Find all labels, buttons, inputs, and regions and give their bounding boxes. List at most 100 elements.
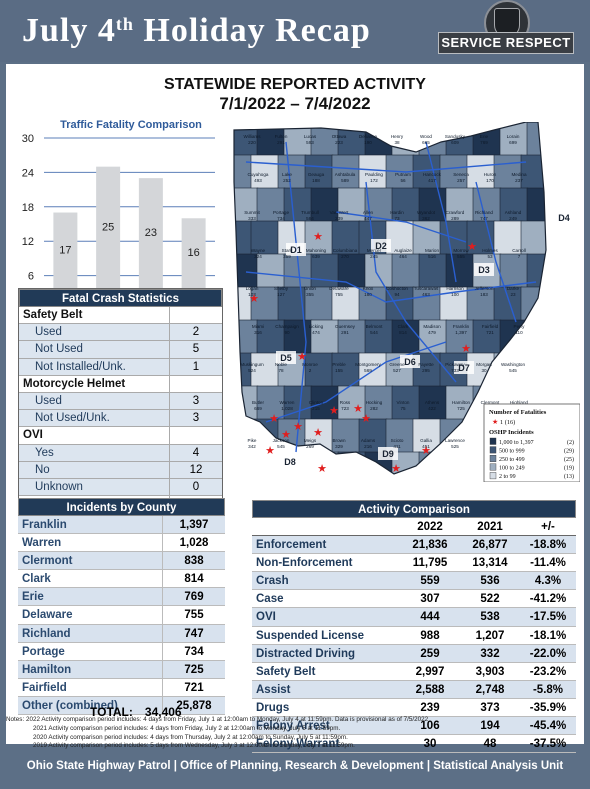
fatal-stat-label: OVI <box>19 427 170 444</box>
fatal-stat-label: Not Installed/Unk. <box>19 358 170 375</box>
county-map-value: 589 <box>341 178 349 183</box>
county-map-value: 1,397 <box>455 330 467 335</box>
activity-row: Distracted Driving 259 332 -22.0% <box>252 644 576 663</box>
county-map-name: Butler <box>252 400 264 405</box>
county-shape <box>283 319 313 355</box>
fatal-stat-row: Used 3 <box>19 392 222 411</box>
county-shape <box>526 319 546 355</box>
county-map-name: Cuyahoga <box>248 172 269 177</box>
legend-count: (2) <box>567 439 574 446</box>
county-name: Erie <box>18 588 163 606</box>
county-map-value: 155 <box>335 368 343 373</box>
county-map-value: 527 <box>393 368 401 373</box>
fatality-star-icon: ★ <box>461 342 471 355</box>
fatal-stat-row: No 12 <box>19 461 222 479</box>
county-map-value: 103 <box>248 292 256 297</box>
county-name: Portage <box>18 642 163 660</box>
county-map-value: 422 <box>428 406 436 411</box>
county-name: Hamilton <box>18 660 163 678</box>
activity-cell-delta: -11.4% <box>530 557 566 570</box>
activity-cell-delta: -23.2% <box>529 665 567 678</box>
county-map-value: 291 <box>277 140 285 145</box>
county-name: Fairfield <box>18 678 163 696</box>
county-map-name: Holmes <box>482 248 498 253</box>
activity-header-row: 2022 2021 +/- <box>252 518 576 537</box>
county-map-value: 252 <box>283 178 291 183</box>
county-map-name: Wyandot <box>417 210 436 215</box>
county-map-name: Clermont <box>481 400 500 405</box>
county-map-value: 78 <box>278 368 284 373</box>
county-map-value: 100 <box>451 292 459 297</box>
district-label: D9 <box>382 449 394 459</box>
legend-count: (29) <box>564 447 574 454</box>
activity-cell-y2022: 2,588 <box>415 683 445 696</box>
county-map-value: 584 <box>306 216 314 221</box>
bar <box>96 166 121 310</box>
activity-cell-y2022: 11,795 <box>412 557 448 570</box>
county-shape <box>364 319 394 355</box>
county-map-name: Tuscarawas <box>414 286 439 291</box>
county-map-name: Van Wert <box>330 210 349 215</box>
activity-header-cell: +/- <box>541 521 555 533</box>
county-map-name: Meigs <box>304 438 317 443</box>
county-map-value: 237 <box>515 178 523 183</box>
legend-count: (19) <box>564 465 574 472</box>
county-shape <box>412 220 442 256</box>
county-name: Other (combined) <box>18 696 163 715</box>
activity-cell-y2022: 559 <box>420 575 440 588</box>
fatal-stat-label: No <box>19 461 170 478</box>
county-map-name: Morgan <box>476 362 492 367</box>
county-map-name: Greene <box>389 362 405 367</box>
county-map-name: Columbiana <box>333 248 358 253</box>
county-shape <box>466 154 496 190</box>
county-shape <box>385 286 415 322</box>
county-shape <box>337 253 367 289</box>
county-map-name: Jefferson <box>475 286 494 291</box>
county-map-value: 524 <box>248 368 256 373</box>
county-map-name: Geauga <box>308 172 325 177</box>
fatality-star-icon: ★ <box>317 462 327 475</box>
fatality-star-icon: ★ <box>249 292 259 305</box>
county-map-name: Allen <box>363 210 374 215</box>
county-count: 721 <box>184 681 204 694</box>
county-shape <box>418 122 448 157</box>
activity-row: Non-Enforcement 11,795 13,314 -11.4% <box>252 554 576 573</box>
activity-cell-y2022: 444 <box>420 611 440 624</box>
bar-value-label: 25 <box>102 221 114 233</box>
county-map-name: Belmont <box>366 324 384 329</box>
county-map-name: Wood <box>420 134 432 139</box>
fatal-stat-value: 4 <box>192 446 200 459</box>
county-count: 25,878 <box>176 699 212 712</box>
activity-cell-y2021: 13,314 <box>472 557 508 570</box>
county-name: Clark <box>18 570 163 588</box>
county-shape <box>331 418 361 454</box>
county-map-name: Carroll <box>512 248 526 253</box>
activity-cell-delta: -5.8% <box>532 683 564 696</box>
county-shape <box>250 286 280 322</box>
page-title: July 4th Holiday Recap <box>22 12 371 49</box>
activity-cell-name: OVI <box>256 611 276 624</box>
county-map-value: 257 <box>457 178 465 183</box>
county-map-value: 220 <box>248 140 256 145</box>
legend-range: 2 to 99 <box>499 474 516 480</box>
county-shape <box>364 385 394 421</box>
county-map-name: Hardin <box>390 210 404 215</box>
county-shape <box>526 187 546 223</box>
county-row: Other (combined) 25,878 <box>18 696 225 716</box>
fatal-stat-value <box>170 427 222 443</box>
county-shape <box>310 122 340 157</box>
county-shape <box>466 286 496 322</box>
activity-row: Drugs 239 373 -35.9% <box>252 699 576 718</box>
county-map-value: 725 <box>457 406 465 411</box>
county-shape <box>445 451 475 474</box>
fatal-stat-label: Used <box>19 392 170 410</box>
county-shape <box>358 154 388 190</box>
highway-line <box>475 181 517 323</box>
county-map-value: 769 <box>480 140 488 145</box>
activity-cell-y2021: 538 <box>480 611 500 624</box>
county-map-name: Preble <box>332 362 346 367</box>
county-map-value: 516 <box>428 254 436 259</box>
county-shape <box>499 187 529 223</box>
legend-range: 1,000 to 1,397 <box>499 440 534 446</box>
district-label: D7 <box>458 363 470 373</box>
